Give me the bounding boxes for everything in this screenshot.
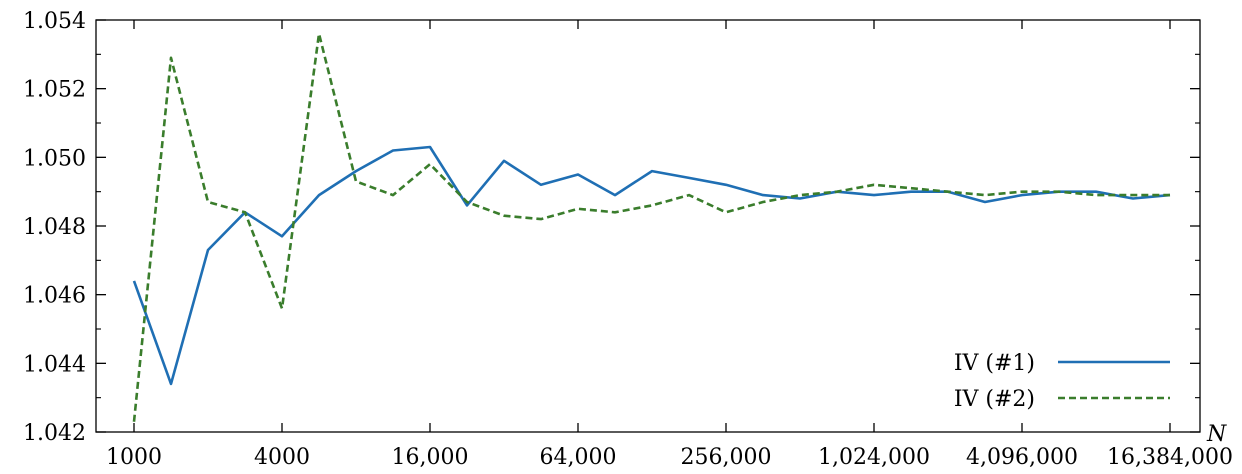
y-tick-label: 1.054 — [23, 9, 86, 34]
x-tick-label: 64,000 — [540, 445, 617, 470]
y-tick-label: 1.042 — [23, 421, 86, 446]
y-tick-label: 1.044 — [23, 352, 86, 377]
y-tick-label: 1.048 — [23, 215, 86, 240]
x-tick-label: 1,024,000 — [818, 445, 930, 470]
y-tick-label: 1.050 — [23, 146, 86, 171]
series-line-1 — [132, 145, 1171, 386]
legend-label-1: IV (#1) — [954, 351, 1035, 376]
x-tick-label: 4,096,000 — [966, 445, 1078, 470]
series-lines — [132, 32, 1171, 422]
x-tick-label: 4000 — [254, 445, 310, 470]
series-line-2 — [132, 32, 1170, 422]
y-axis: 1.042 1.044 1.046 1.048 1.050 1.052 1.054 — [23, 9, 1200, 446]
x-axis-label: N — [1206, 422, 1227, 447]
y-tick-label: 1.046 — [23, 284, 86, 309]
x-axis: 1000 4000 16,000 64,000 256,000 1,024,000 4,09… — [106, 20, 1233, 470]
y-tick-label: 1.052 — [23, 78, 86, 103]
x-tick-label: 1000 — [106, 445, 162, 470]
legend: IV (#1) IV (#2) — [954, 351, 1170, 412]
x-tick-label: 256,000 — [681, 445, 772, 470]
legend-label-2: IV (#2) — [954, 387, 1035, 412]
x-tick-label: 16,384,000 — [1107, 445, 1233, 470]
x-tick-label: 16,000 — [392, 445, 469, 470]
